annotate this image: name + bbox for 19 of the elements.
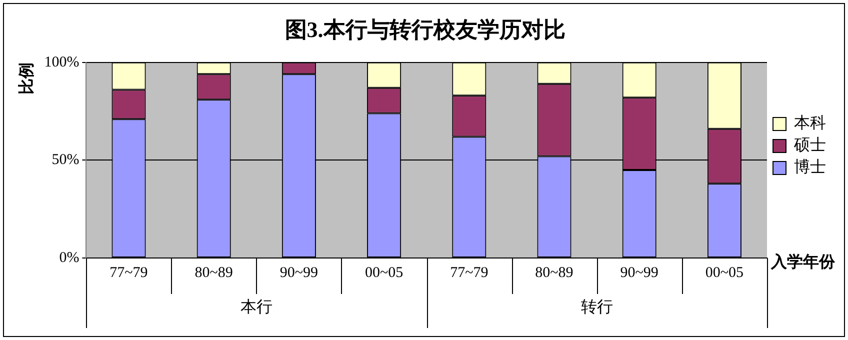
y-tick-label: 100%	[44, 54, 80, 70]
x-tick-label: 80~89	[194, 264, 233, 281]
x-tick-label: 90~99	[280, 264, 318, 281]
x-tick-label: 00~05	[705, 264, 744, 281]
x-tick-label: 80~89	[535, 264, 574, 281]
x-tick-label: 77~79	[450, 264, 488, 281]
legend-label: 本科	[794, 114, 826, 132]
x-tick-label: 90~99	[620, 264, 658, 281]
y-tick-label: 50%	[52, 152, 80, 168]
text: 转行	[580, 299, 613, 316]
x-axis-title: 入学年份	[770, 253, 836, 272]
legend-label: 博士	[794, 158, 826, 176]
legend-label: 硕士	[793, 136, 826, 154]
text: 本行	[240, 298, 272, 316]
y-axis-title: 比例	[18, 62, 36, 94]
x-tick-label: 00~05	[364, 264, 404, 281]
chart-title: 图3.本行与转行校友学历对比	[284, 16, 566, 42]
x-tick-label: 77~79	[110, 264, 148, 281]
y-tick-label: 0%	[59, 250, 80, 266]
